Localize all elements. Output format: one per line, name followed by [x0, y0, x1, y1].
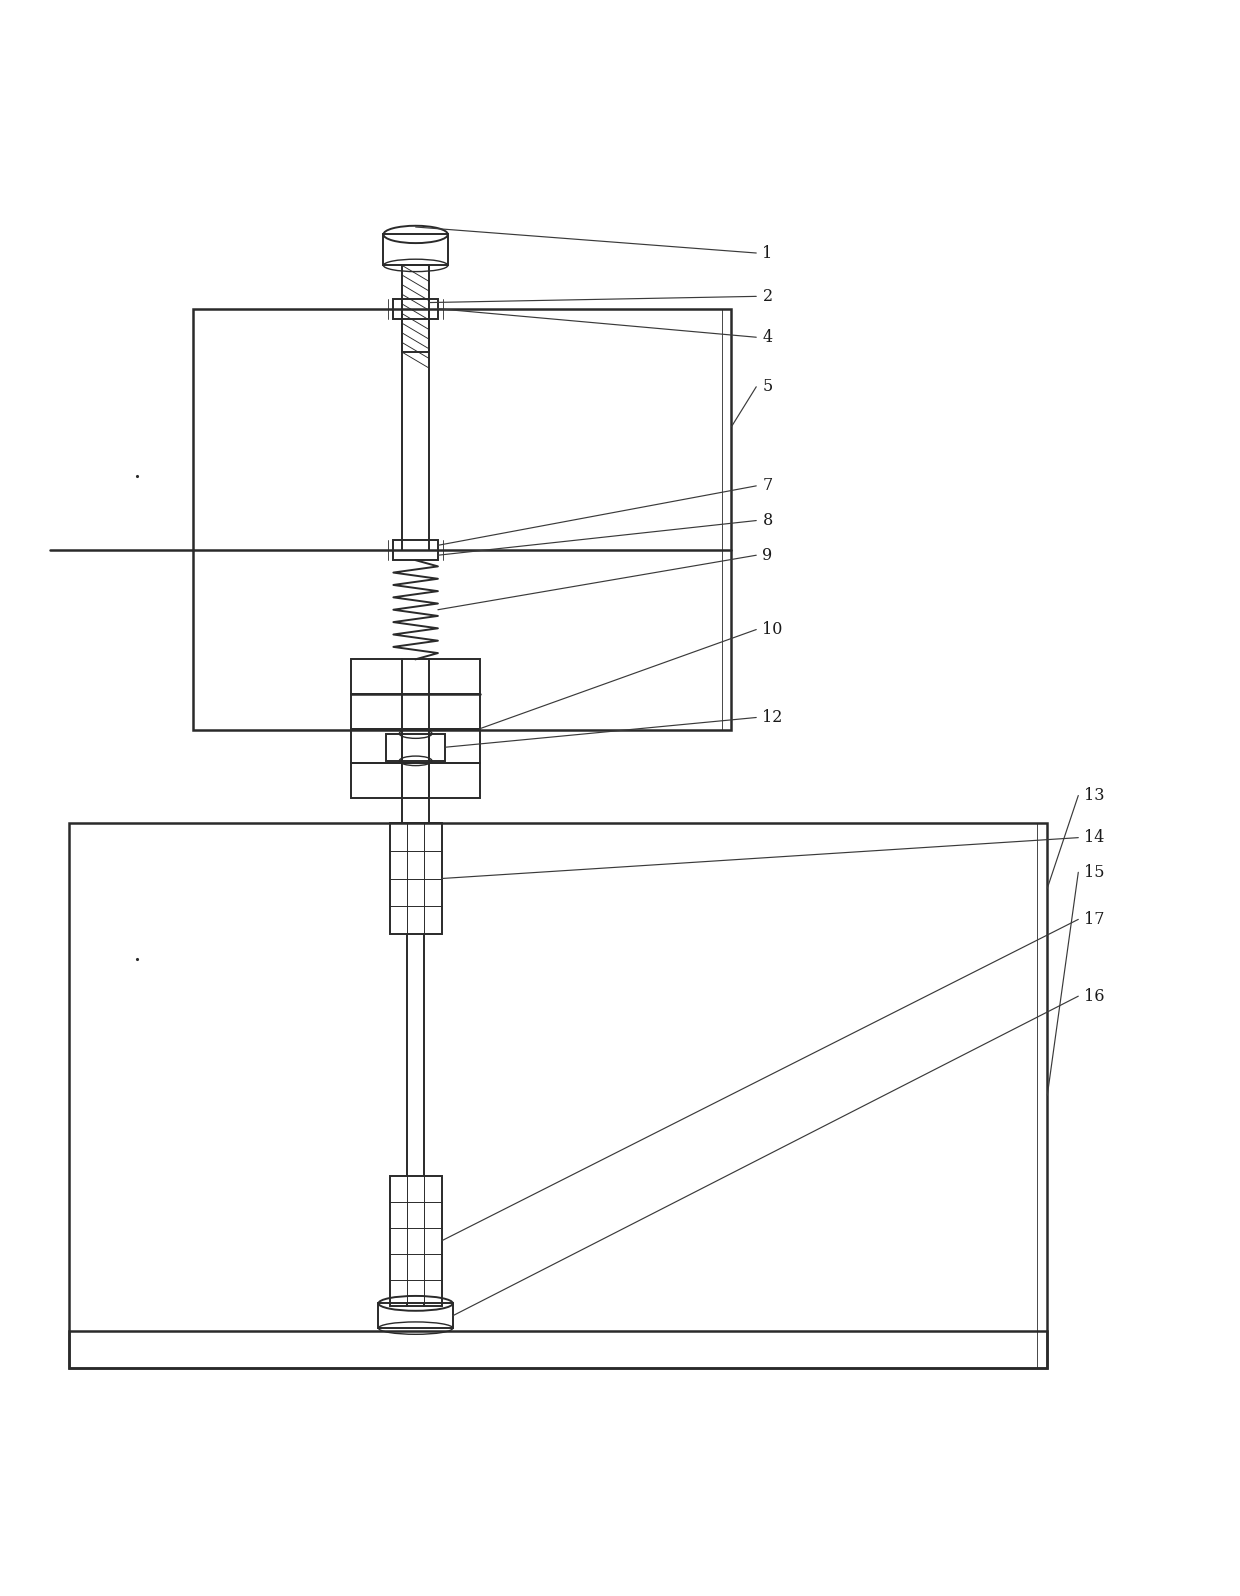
Text: 15: 15 — [1085, 863, 1105, 881]
Text: 12: 12 — [763, 709, 782, 726]
Bar — [386, 734, 445, 761]
Text: 17: 17 — [1085, 911, 1105, 927]
Bar — [402, 265, 429, 353]
Bar — [68, 824, 1048, 1368]
Text: 10: 10 — [763, 621, 782, 638]
Text: 4: 4 — [763, 329, 773, 346]
Text: 2: 2 — [763, 287, 773, 305]
Text: 1: 1 — [763, 244, 773, 262]
Bar — [351, 694, 480, 729]
Bar — [192, 308, 732, 729]
Bar — [351, 729, 480, 763]
Text: 14: 14 — [1085, 830, 1105, 846]
Bar — [68, 1331, 1048, 1368]
Bar — [389, 824, 441, 934]
Bar — [393, 541, 438, 560]
Text: 13: 13 — [1085, 787, 1105, 804]
Bar — [351, 659, 480, 694]
Text: 9: 9 — [763, 547, 773, 563]
Bar — [351, 763, 480, 798]
Text: 7: 7 — [763, 477, 773, 495]
Text: 8: 8 — [763, 512, 773, 528]
Text: 5: 5 — [763, 378, 773, 396]
Bar — [378, 1304, 453, 1328]
Text: 16: 16 — [1085, 988, 1105, 1004]
Bar — [389, 1176, 441, 1306]
Bar — [383, 235, 448, 265]
Bar — [393, 298, 438, 319]
